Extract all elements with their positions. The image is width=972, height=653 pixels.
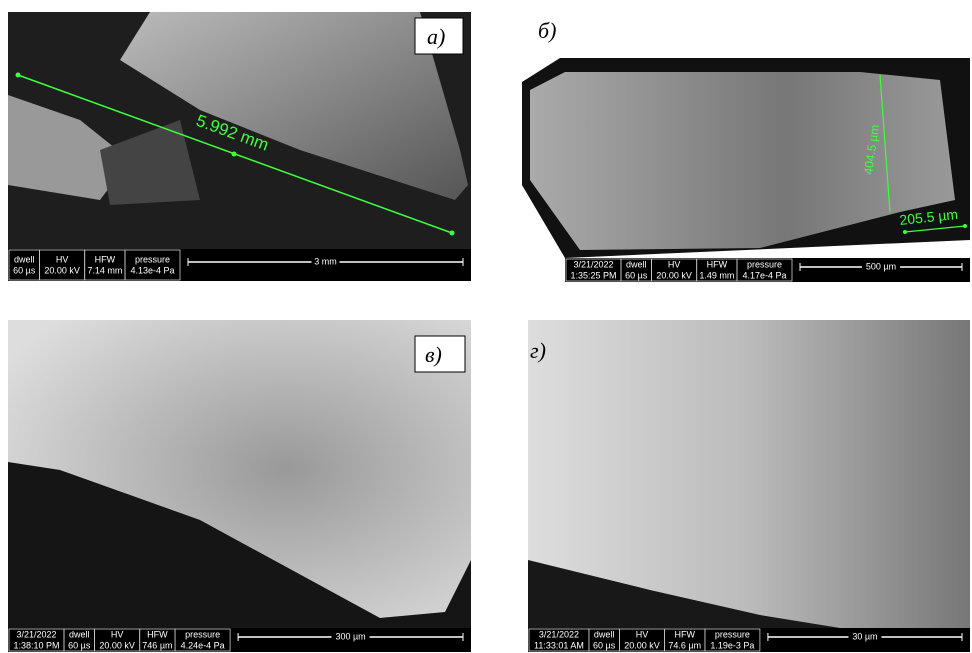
info-header: HV [111,629,124,639]
info-header: HFW [147,629,168,639]
info-header: HV [668,259,681,269]
info-value: 20.00 kV [656,270,692,280]
info-header: pressure [135,254,170,264]
info-value: 1.19e-3 Pa [710,640,754,650]
scale-label: 500 µm [866,261,896,271]
info-value: 1:38:10 PM [13,640,59,650]
panel-label: г) [530,338,546,363]
info-value: 1:35:25 PM [570,270,616,280]
info-header: HFW [95,254,116,264]
panel-label: б) [538,18,556,43]
info-value: 60 µs [625,270,648,280]
info-header: 3/21/2022 [573,259,613,269]
info-value: 746 µm [142,640,172,650]
panel-b-image [522,58,970,258]
info-header: dwell [14,254,35,264]
info-header: 3/21/2022 [16,629,56,639]
info-header: HV [56,254,69,264]
figure: а) б) в) г) 5.992 mm 404.5 µm 205.5 µm d… [0,0,972,653]
info-value: 4.17e-4 Pa [742,270,786,280]
info-header: pressure [715,629,750,639]
panel-c-image [8,320,471,628]
info-value: 11:33:01 AM [534,640,584,650]
info-header: HFW [675,629,696,639]
scale-label: 300 µm [335,631,365,641]
info-value: 4.24e-4 Pa [181,640,225,650]
info-value: 60 µs [68,640,91,650]
info-value: 74.6 µm [668,640,701,650]
scale-label: 3 mm [314,256,337,266]
info-header: dwell [626,259,647,269]
panel-label: в) [425,342,442,367]
info-header: pressure [747,259,782,269]
panel-label: а) [427,24,445,49]
info-header: HFW [707,259,728,269]
info-header: pressure [185,629,220,639]
info-value: 20.00 kV [99,640,135,650]
info-value: 20.00 kV [44,265,80,275]
info-header: dwell [69,629,90,639]
info-value: 1.49 mm [699,270,734,280]
panel-d-image [528,320,970,628]
scale-label: 30 µm [852,631,877,641]
info-value: 20.00 kV [624,640,660,650]
info-header: HV [636,629,649,639]
info-value: 4.13e-4 Pa [130,265,174,275]
info-value: 60 µs [593,640,616,650]
info-value: 7.14 mm [87,265,122,275]
info-value: 60 µs [13,265,36,275]
info-header: dwell [594,629,615,639]
info-header: 3/21/2022 [539,629,579,639]
